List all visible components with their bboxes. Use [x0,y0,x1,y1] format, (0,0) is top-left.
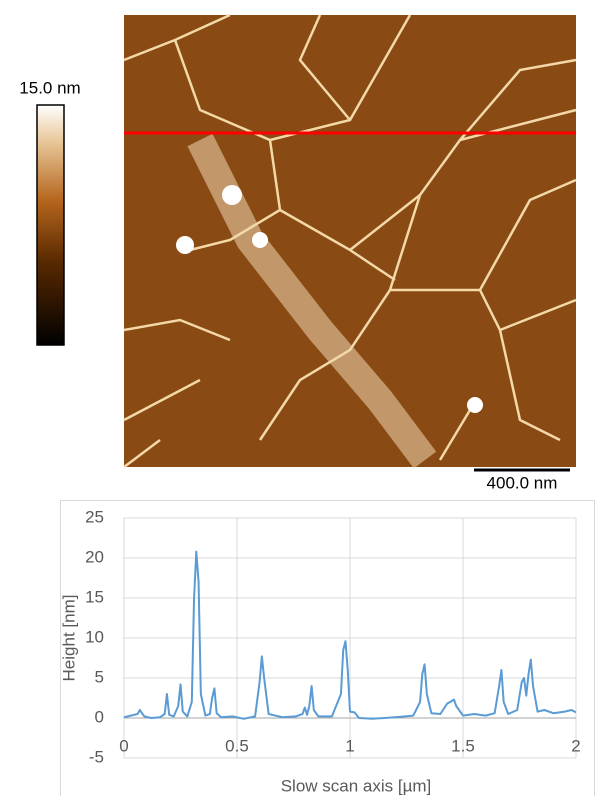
y-tick-label: 5 [95,667,104,686]
colorbar-label: 15.0 nm [19,78,80,97]
y-axis-label: Height [nm] [59,595,78,682]
x-tick-label: 0.5 [225,736,249,755]
x-tick-label: 0 [119,736,128,755]
y-tick-label: -5 [89,747,104,766]
chart-frame [60,500,595,801]
y-tick-label: 0 [95,707,104,726]
x-axis-label: Slow scan axis [µm] [281,776,432,795]
x-tick-label: 1.5 [451,736,475,755]
x-tick-label: 2 [571,736,580,755]
scale-bar-label: 400.0 nm [487,473,558,492]
colorbar [36,104,65,346]
y-tick-label: 25 [85,507,104,526]
y-tick-label: 15 [85,587,104,606]
x-tick-label: 1 [345,736,354,755]
y-tick-label: 20 [85,547,104,566]
afm-image [123,13,577,469]
data-line [123,550,577,720]
y-tick-label: 10 [85,627,104,646]
